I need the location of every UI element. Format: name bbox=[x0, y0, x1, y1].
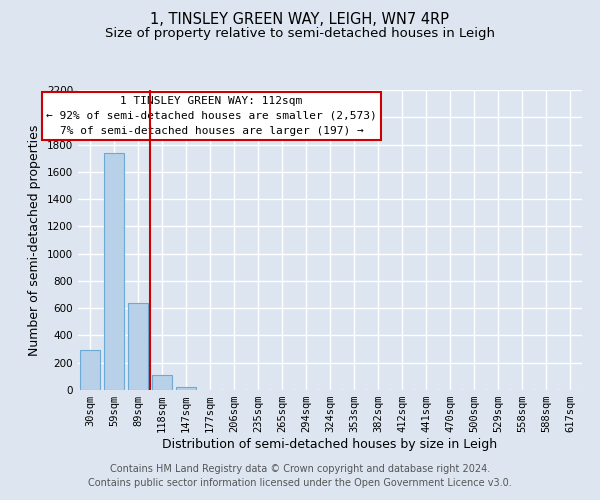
Text: 1, TINSLEY GREEN WAY, LEIGH, WN7 4RP: 1, TINSLEY GREEN WAY, LEIGH, WN7 4RP bbox=[151, 12, 449, 28]
Bar bbox=[152, 375, 172, 390]
Bar bbox=[176, 388, 196, 390]
Bar bbox=[128, 302, 148, 390]
X-axis label: Distribution of semi-detached houses by size in Leigh: Distribution of semi-detached houses by … bbox=[163, 438, 497, 451]
Text: 1 TINSLEY GREEN WAY: 112sqm
← 92% of semi-detached houses are smaller (2,573)
7%: 1 TINSLEY GREEN WAY: 112sqm ← 92% of sem… bbox=[46, 96, 377, 136]
Text: Size of property relative to semi-detached houses in Leigh: Size of property relative to semi-detach… bbox=[105, 28, 495, 40]
Bar bbox=[80, 350, 100, 390]
Y-axis label: Number of semi-detached properties: Number of semi-detached properties bbox=[28, 124, 41, 356]
Bar bbox=[104, 154, 124, 390]
Text: Contains HM Land Registry data © Crown copyright and database right 2024.
Contai: Contains HM Land Registry data © Crown c… bbox=[88, 464, 512, 487]
